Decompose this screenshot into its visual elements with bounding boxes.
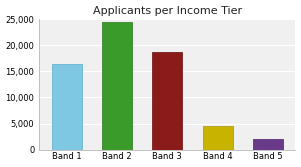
Bar [152,52,182,150]
Bar [102,22,132,150]
Bar [253,139,283,150]
Title: Applicants per Income Tier: Applicants per Income Tier [93,6,242,16]
Bar [52,63,82,150]
Bar [203,126,233,150]
